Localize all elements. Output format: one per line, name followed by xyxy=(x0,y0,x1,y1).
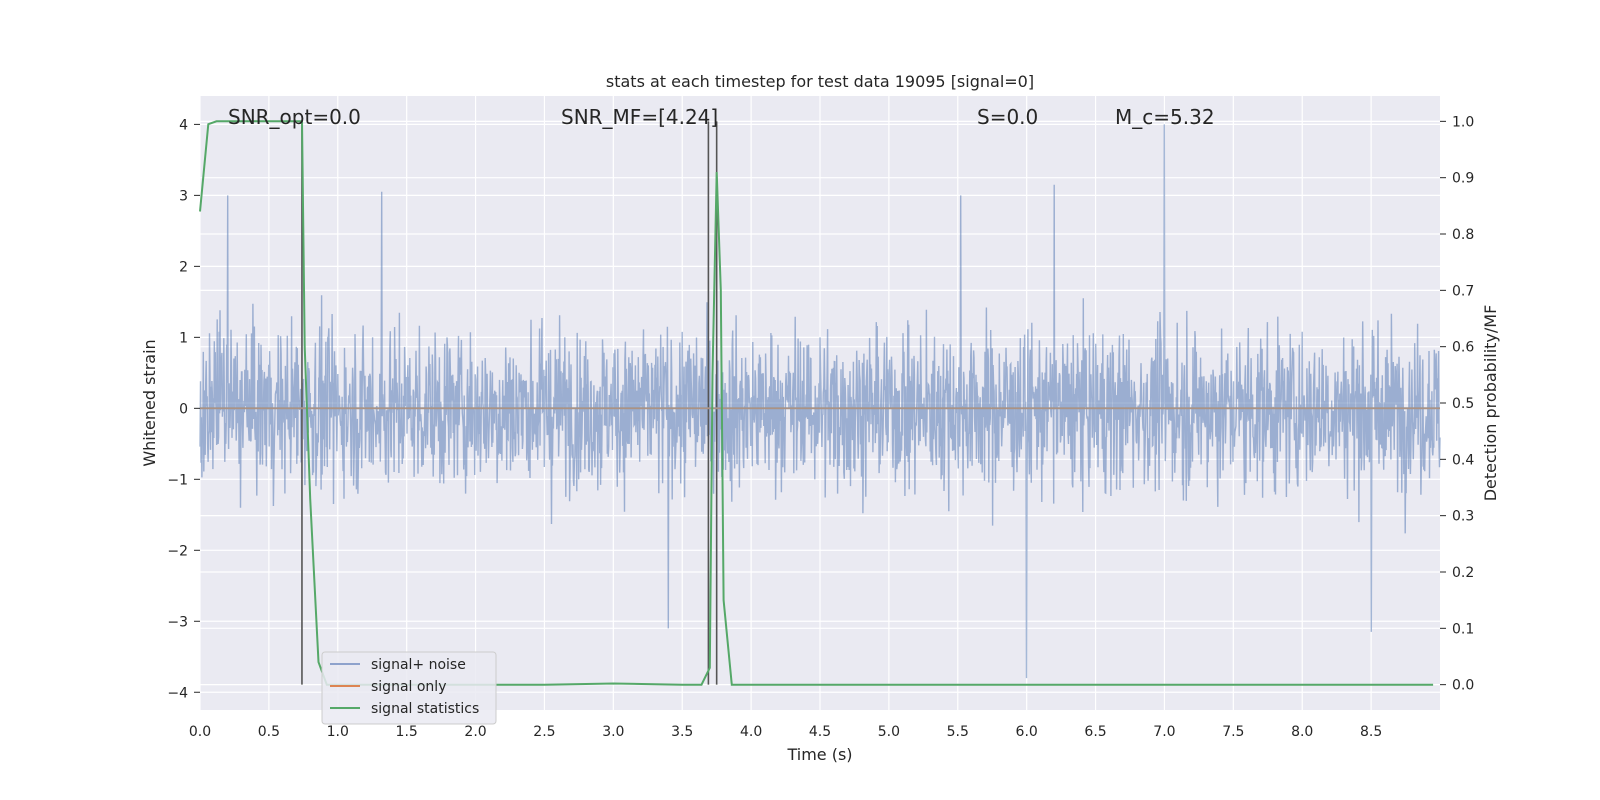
x-tick-label-1: 0.5 xyxy=(258,724,280,740)
x-tick-label-8: 4.0 xyxy=(740,724,762,740)
y-right-tick-label-7: 0.3 xyxy=(1452,509,1474,525)
y-left-tick-label-5: −1 xyxy=(167,472,188,488)
annotation-snr-mf: SNR_MF=[4.24] xyxy=(561,105,718,129)
annotation-s: S=0.0 xyxy=(977,105,1038,129)
legend-label-signal-statistics: signal statistics xyxy=(371,701,479,717)
y-left-tick-label-4: 0 xyxy=(179,401,188,417)
y-left-tick-label-7: −3 xyxy=(167,614,188,630)
y-left-tick-label-1: 3 xyxy=(179,188,188,204)
line-signal-statistics xyxy=(199,120,1434,686)
x-tick-label-10: 5.0 xyxy=(878,724,900,740)
y-right-tick-label-3: 0.7 xyxy=(1452,283,1474,299)
y-right-tick-label-10: 0.0 xyxy=(1452,678,1474,694)
annotation-snr-opt: SNR_opt=0.0 xyxy=(228,105,361,129)
x-tick-label-7: 3.5 xyxy=(671,724,693,740)
y-right-tick-label-0: 1.0 xyxy=(1452,114,1474,130)
y-axis-left-ticks: 4 3 2 1 0 −1 −2 −3 −4 xyxy=(167,117,200,701)
y-right-tick-label-6: 0.4 xyxy=(1452,452,1474,468)
x-tick-label-5: 2.5 xyxy=(533,724,555,740)
y-left-tick-label-3: 1 xyxy=(179,330,188,346)
y-axis-left-label: Whitened strain xyxy=(140,339,159,466)
y-right-tick-label-9: 0.1 xyxy=(1452,621,1474,637)
y-right-tick-label-5: 0.5 xyxy=(1452,396,1474,412)
chart-title: stats at each timestep for test data 190… xyxy=(606,72,1034,91)
legend-label-signal-noise: signal+ noise xyxy=(371,657,466,673)
x-tick-label-0: 0.0 xyxy=(189,724,211,740)
x-tick-label-4: 2.0 xyxy=(464,724,486,740)
y-left-tick-label-0: 4 xyxy=(179,117,188,133)
x-tick-label-11: 5.5 xyxy=(947,724,969,740)
series-lines xyxy=(199,120,1440,686)
x-axis-ticks: 0.0 0.5 1.0 1.5 2.0 2.5 3.0 3.5 4.0 4.5 5.0 5.5 6.0 6… xyxy=(189,724,1382,740)
x-axis-label: Time (s) xyxy=(786,745,852,764)
y-right-tick-label-4: 0.6 xyxy=(1452,340,1474,356)
y-right-tick-label-8: 0.2 xyxy=(1452,565,1474,581)
x-tick-label-9: 4.5 xyxy=(809,724,831,740)
y-right-tick-label-1: 0.9 xyxy=(1452,171,1474,187)
x-tick-label-15: 7.5 xyxy=(1222,724,1244,740)
x-tick-label-12: 6.0 xyxy=(1016,724,1038,740)
x-tick-label-6: 3.0 xyxy=(602,724,624,740)
x-tick-label-17: 8.5 xyxy=(1360,724,1382,740)
annotation-mc: M_c=5.32 xyxy=(1115,105,1215,129)
y-axis-right-label: Detection probability/MF xyxy=(1481,305,1500,502)
x-tick-label-13: 6.5 xyxy=(1084,724,1106,740)
y-left-tick-label-2: 2 xyxy=(179,259,188,275)
legend: signal+ noise signal only signal statist… xyxy=(321,651,497,725)
x-tick-label-16: 8.0 xyxy=(1291,724,1313,740)
x-tick-label-3: 1.5 xyxy=(396,724,418,740)
y-axis-right-ticks: 1.0 0.9 0.8 0.7 0.6 0.5 0.4 0.3 0.2 0.1 0.0 xyxy=(1440,114,1474,694)
y-left-tick-label-8: −4 xyxy=(167,685,188,701)
y-right-tick-label-2: 0.8 xyxy=(1452,227,1474,243)
legend-box xyxy=(321,651,497,725)
x-tick-label-2: 1.0 xyxy=(327,724,349,740)
y-left-tick-label-6: −2 xyxy=(167,543,188,559)
legend-label-signal-only: signal only xyxy=(371,679,446,695)
x-tick-label-14: 7.0 xyxy=(1153,724,1175,740)
